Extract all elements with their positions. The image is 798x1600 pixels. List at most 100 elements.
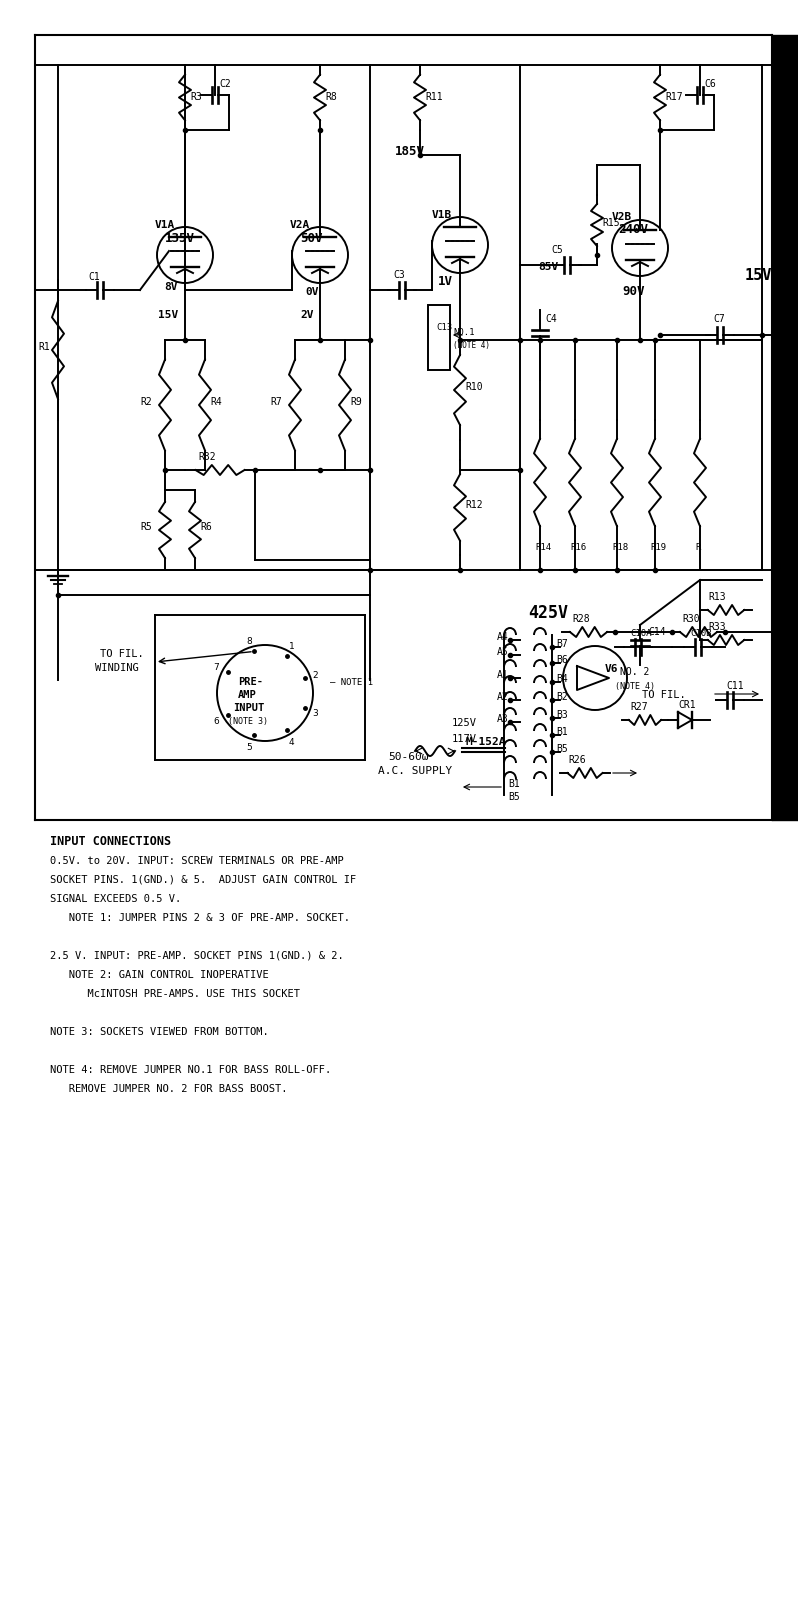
- Text: B6: B6: [556, 654, 567, 666]
- Text: CR1: CR1: [678, 701, 696, 710]
- Text: C10B: C10B: [690, 629, 712, 638]
- Text: C10A: C10A: [630, 629, 651, 638]
- Text: C14: C14: [648, 627, 666, 637]
- Text: R6: R6: [200, 522, 211, 531]
- Text: R18: R18: [612, 542, 628, 552]
- Text: V1B: V1B: [432, 210, 452, 219]
- Text: 4: 4: [289, 738, 294, 747]
- Text: SIGNAL EXCEEDS 0.5 V.: SIGNAL EXCEEDS 0.5 V.: [50, 894, 181, 904]
- Text: 0.5V. to 20V. INPUT: SCREW TERMINALS OR PRE-AMP: 0.5V. to 20V. INPUT: SCREW TERMINALS OR …: [50, 856, 344, 866]
- Text: SOCKET PINS. 1(GND.) & 5.  ADJUST GAIN CONTROL IF: SOCKET PINS. 1(GND.) & 5. ADJUST GAIN CO…: [50, 875, 356, 885]
- Text: — NOTE 1: — NOTE 1: [330, 678, 373, 686]
- Text: C4: C4: [545, 314, 557, 323]
- Text: 50V: 50V: [300, 232, 322, 245]
- Text: V6: V6: [605, 664, 618, 674]
- Text: 8: 8: [247, 637, 252, 646]
- Text: 90V: 90V: [622, 285, 645, 298]
- Text: 2: 2: [313, 670, 318, 680]
- Text: AMP: AMP: [238, 690, 257, 701]
- Text: R8: R8: [325, 91, 337, 102]
- Text: V2A: V2A: [290, 219, 310, 230]
- Text: 2.5 V. INPUT: PRE-AMP. SOCKET PINS 1(GND.) & 2.: 2.5 V. INPUT: PRE-AMP. SOCKET PINS 1(GND…: [50, 950, 344, 962]
- Text: R3: R3: [190, 91, 202, 102]
- Text: R11: R11: [425, 91, 443, 102]
- Text: R33: R33: [708, 622, 725, 632]
- Text: 7: 7: [213, 662, 219, 672]
- Text: 185V: 185V: [395, 146, 425, 158]
- Text: B2: B2: [556, 691, 567, 702]
- Text: NO. 2: NO. 2: [620, 667, 650, 677]
- Text: 3: 3: [313, 709, 318, 718]
- Text: B5: B5: [556, 744, 567, 754]
- Text: R19: R19: [650, 542, 666, 552]
- Text: NO.1: NO.1: [453, 328, 475, 338]
- Text: R16: R16: [570, 542, 586, 552]
- Text: V1A: V1A: [155, 219, 176, 230]
- Text: 15V: 15V: [158, 310, 178, 320]
- Text: R5: R5: [140, 522, 152, 531]
- Text: NOTE 1: JUMPER PINS 2 & 3 OF PRE-AMP. SOCKET.: NOTE 1: JUMPER PINS 2 & 3 OF PRE-AMP. SO…: [50, 914, 350, 923]
- Text: A5: A5: [497, 646, 509, 658]
- Text: B1: B1: [556, 726, 567, 738]
- Text: 6: 6: [213, 717, 219, 726]
- Text: 135V: 135V: [165, 232, 195, 245]
- Text: 125V: 125V: [452, 718, 477, 728]
- Text: B3: B3: [556, 710, 567, 720]
- Text: C5: C5: [551, 245, 563, 254]
- Text: A2: A2: [497, 691, 509, 702]
- Text: 50-60ω: 50-60ω: [388, 752, 429, 762]
- Text: NOTE 2: GAIN CONTROL INOPERATIVE: NOTE 2: GAIN CONTROL INOPERATIVE: [50, 970, 269, 979]
- Text: (NOTE 4): (NOTE 4): [615, 682, 655, 691]
- Text: R9: R9: [350, 397, 361, 406]
- Text: A4: A4: [497, 632, 509, 642]
- Text: B7: B7: [556, 638, 567, 650]
- Text: 1: 1: [289, 642, 294, 651]
- Text: A.C. SUPPLY: A.C. SUPPLY: [378, 766, 452, 776]
- Text: REMOVE JUMPER NO. 2 FOR BASS BOOST.: REMOVE JUMPER NO. 2 FOR BASS BOOST.: [50, 1085, 287, 1094]
- Text: INPUT CONNECTIONS: INPUT CONNECTIONS: [50, 835, 171, 848]
- Text: R27: R27: [630, 702, 648, 712]
- Text: R4: R4: [210, 397, 222, 406]
- Text: R14: R14: [535, 542, 551, 552]
- Text: R32: R32: [198, 451, 215, 462]
- Text: 117V: 117V: [452, 734, 477, 744]
- Text: R1: R1: [38, 342, 49, 352]
- Text: B4: B4: [556, 674, 567, 685]
- Text: R28: R28: [572, 614, 590, 624]
- Text: TO FIL.: TO FIL.: [642, 690, 685, 701]
- Text: NOTE 3: SOCKETS VIEWED FROM BOTTOM.: NOTE 3: SOCKETS VIEWED FROM BOTTOM.: [50, 1027, 269, 1037]
- Text: R12: R12: [465, 499, 483, 510]
- Text: C13: C13: [436, 323, 452, 333]
- Text: R15: R15: [602, 218, 619, 227]
- Text: C11: C11: [726, 682, 744, 691]
- Text: V2B: V2B: [612, 211, 632, 222]
- Text: 1V: 1V: [438, 275, 453, 288]
- Text: WINDING: WINDING: [95, 662, 139, 674]
- Text: 0V: 0V: [305, 286, 318, 298]
- Text: C7: C7: [713, 314, 725, 323]
- Text: R30: R30: [682, 614, 700, 624]
- Text: C3: C3: [393, 270, 405, 280]
- Text: C6: C6: [704, 78, 716, 90]
- Text: (NOTE 4): (NOTE 4): [453, 341, 490, 350]
- Text: A1: A1: [497, 670, 509, 680]
- Text: R10: R10: [465, 382, 483, 392]
- Text: M-152A: M-152A: [465, 738, 505, 747]
- Text: TO FIL.: TO FIL.: [100, 650, 144, 659]
- Text: PRE-: PRE-: [238, 677, 263, 686]
- Text: R17: R17: [665, 91, 682, 102]
- Text: 240V: 240V: [618, 222, 648, 235]
- Text: 85V: 85V: [538, 262, 559, 272]
- Text: C1: C1: [88, 272, 100, 282]
- Text: A3: A3: [497, 714, 509, 723]
- Text: R: R: [695, 542, 701, 552]
- Text: 15V: 15V: [745, 267, 772, 283]
- Text: 5: 5: [247, 742, 252, 752]
- Text: B1: B1: [508, 779, 519, 789]
- Text: McINTOSH PRE-AMPS. USE THIS SOCKET: McINTOSH PRE-AMPS. USE THIS SOCKET: [50, 989, 300, 998]
- Text: 2V: 2V: [300, 310, 314, 320]
- Text: R7: R7: [270, 397, 282, 406]
- Text: R13: R13: [708, 592, 725, 602]
- Text: C2: C2: [219, 78, 231, 90]
- Text: B5: B5: [508, 792, 519, 802]
